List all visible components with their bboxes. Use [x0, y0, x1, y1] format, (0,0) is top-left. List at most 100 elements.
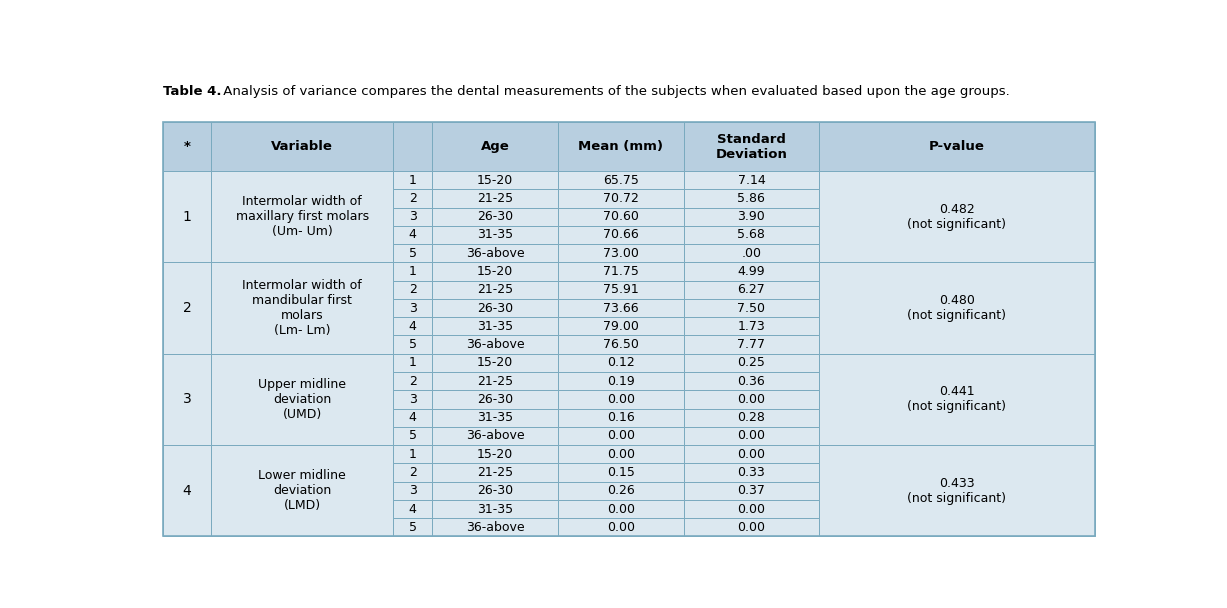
Bar: [683, 518, 818, 536]
Bar: [683, 354, 818, 372]
Text: 7.50: 7.50: [737, 302, 766, 314]
Bar: [558, 354, 683, 372]
Text: 31-35: 31-35: [477, 503, 513, 516]
Bar: [558, 281, 683, 299]
Text: 5: 5: [409, 247, 417, 260]
Bar: [683, 409, 818, 427]
Text: 1: 1: [409, 356, 417, 369]
Text: .00: .00: [741, 247, 762, 260]
Bar: [558, 171, 683, 189]
Bar: [818, 171, 1094, 263]
Text: 0.12: 0.12: [607, 356, 634, 369]
Bar: [558, 336, 683, 354]
Bar: [558, 463, 683, 482]
Bar: [393, 390, 432, 409]
Text: Intermolar width of
maxillary first molars
(Um- Um): Intermolar width of maxillary first mola…: [236, 195, 369, 238]
Text: Intermolar width of
mandibular first
molars
(Lm- Lm): Intermolar width of mandibular first mol…: [242, 279, 362, 337]
Text: 4: 4: [409, 411, 417, 424]
Bar: [683, 226, 818, 244]
Bar: [558, 445, 683, 463]
Text: 5.86: 5.86: [737, 192, 766, 205]
Text: P-value: P-value: [929, 140, 985, 153]
Bar: [393, 482, 432, 500]
Text: 2: 2: [409, 283, 417, 296]
Bar: [163, 263, 211, 354]
Text: 1: 1: [409, 265, 417, 278]
Text: 15-20: 15-20: [477, 447, 513, 461]
Bar: [211, 122, 393, 171]
Text: Mean (mm): Mean (mm): [578, 140, 664, 153]
Text: Upper midline
deviation
(UMD): Upper midline deviation (UMD): [258, 378, 346, 421]
Bar: [683, 390, 818, 409]
Bar: [211, 263, 393, 354]
Text: 26-30: 26-30: [477, 393, 513, 406]
Text: 76.50: 76.50: [602, 338, 639, 351]
Bar: [432, 226, 558, 244]
Bar: [558, 263, 683, 281]
Text: 0.00: 0.00: [737, 503, 766, 516]
Bar: [432, 244, 558, 263]
Text: 0.15: 0.15: [607, 466, 634, 479]
Bar: [393, 500, 432, 518]
Text: 0.00: 0.00: [607, 447, 634, 461]
Text: Age: Age: [481, 140, 509, 153]
Text: 21-25: 21-25: [477, 192, 513, 205]
Text: 4: 4: [409, 503, 417, 516]
Text: 0.480
(not significant): 0.480 (not significant): [908, 294, 1006, 322]
Text: 15-20: 15-20: [477, 174, 513, 187]
Text: 79.00: 79.00: [602, 320, 639, 333]
Bar: [393, 427, 432, 445]
Text: 3: 3: [409, 302, 417, 314]
Text: 70.66: 70.66: [602, 229, 639, 241]
Bar: [432, 482, 558, 500]
Bar: [432, 354, 558, 372]
Text: Variable: Variable: [271, 140, 334, 153]
Bar: [818, 122, 1094, 171]
Text: Table 4.: Table 4.: [163, 85, 221, 98]
Bar: [818, 445, 1094, 536]
Bar: [432, 299, 558, 317]
Bar: [432, 409, 558, 427]
Text: 0.482
(not significant): 0.482 (not significant): [908, 202, 1006, 230]
Text: 31-35: 31-35: [477, 320, 513, 333]
Bar: [432, 336, 558, 354]
Bar: [683, 244, 818, 263]
Bar: [558, 482, 683, 500]
Text: 3: 3: [183, 392, 191, 406]
Bar: [393, 263, 432, 281]
Bar: [432, 281, 558, 299]
Text: 0.00: 0.00: [737, 429, 766, 443]
Bar: [432, 171, 558, 189]
Text: 15-20: 15-20: [477, 356, 513, 369]
Text: Analysis of variance compares the dental measurements of the subjects when evalu: Analysis of variance compares the dental…: [218, 85, 1010, 98]
Text: 0.441
(not significant): 0.441 (not significant): [908, 385, 1006, 413]
Bar: [558, 427, 683, 445]
Bar: [818, 354, 1094, 445]
Text: 21-25: 21-25: [477, 283, 513, 296]
Bar: [163, 122, 1094, 536]
Text: 0.00: 0.00: [607, 503, 634, 516]
Bar: [393, 463, 432, 482]
Text: 1: 1: [409, 174, 417, 187]
Bar: [393, 317, 432, 336]
Bar: [683, 122, 818, 171]
Bar: [432, 390, 558, 409]
Bar: [432, 122, 558, 171]
Text: *: *: [184, 140, 190, 153]
Bar: [393, 354, 432, 372]
Text: 3: 3: [409, 484, 417, 497]
Bar: [432, 427, 558, 445]
Text: 31-35: 31-35: [477, 229, 513, 241]
Text: 2: 2: [409, 375, 417, 388]
Text: 0.00: 0.00: [607, 393, 634, 406]
Bar: [163, 445, 211, 536]
Bar: [558, 122, 683, 171]
Text: 4: 4: [409, 320, 417, 333]
Text: 1.73: 1.73: [737, 320, 766, 333]
Bar: [558, 500, 683, 518]
Bar: [432, 372, 558, 390]
Text: 0.00: 0.00: [737, 521, 766, 534]
Text: 0.16: 0.16: [607, 411, 634, 424]
Bar: [558, 189, 683, 207]
Text: 73.00: 73.00: [602, 247, 639, 260]
